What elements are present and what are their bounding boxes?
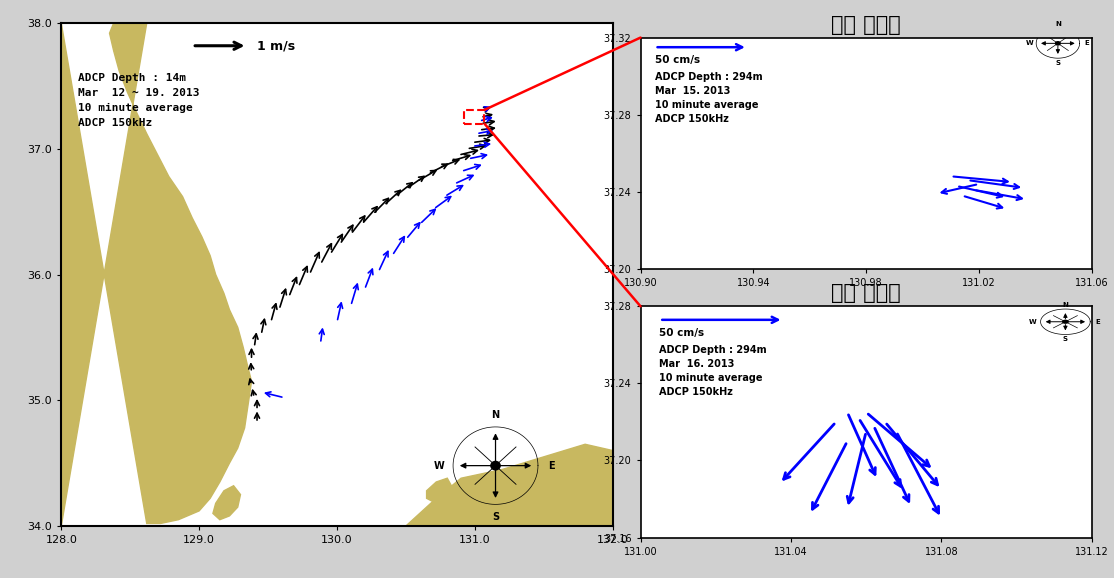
Text: W: W xyxy=(434,461,444,470)
Text: ADCP Depth : 294m
Mar  16. 2013
10 minute average
ADCP 150kHz: ADCP Depth : 294m Mar 16. 2013 10 minute… xyxy=(659,345,766,397)
Circle shape xyxy=(491,461,500,470)
Text: W: W xyxy=(1025,40,1033,46)
Text: E: E xyxy=(1096,318,1101,325)
Text: E: E xyxy=(1084,40,1088,46)
Text: E: E xyxy=(548,461,555,470)
Title: 심층 주입후: 심층 주입후 xyxy=(831,283,901,303)
Text: N: N xyxy=(1063,302,1068,308)
Text: N: N xyxy=(491,410,499,420)
Bar xyxy=(463,110,485,124)
Circle shape xyxy=(1063,320,1068,323)
Polygon shape xyxy=(405,444,613,526)
Title: 심층 주입전: 심층 주입전 xyxy=(831,14,901,35)
Text: 50 cm/s: 50 cm/s xyxy=(655,55,700,65)
Text: N: N xyxy=(1055,21,1061,27)
Polygon shape xyxy=(427,478,455,503)
Polygon shape xyxy=(213,486,241,520)
Text: 1 m/s: 1 m/s xyxy=(257,39,295,52)
Text: ADCP Depth : 294m
Mar  15. 2013
10 minute average
ADCP 150kHz: ADCP Depth : 294m Mar 15. 2013 10 minute… xyxy=(655,72,762,124)
Text: S: S xyxy=(1063,335,1068,342)
Circle shape xyxy=(1055,42,1061,45)
Text: W: W xyxy=(1029,318,1036,325)
Text: S: S xyxy=(492,512,499,522)
Text: ADCP Depth : 14m
Mar  12 ~ 19. 2013
10 minute average
ADCP 150kHz: ADCP Depth : 14m Mar 12 ~ 19. 2013 10 mi… xyxy=(78,73,199,128)
Polygon shape xyxy=(61,23,252,526)
Text: S: S xyxy=(1055,60,1061,66)
Text: 50 cm/s: 50 cm/s xyxy=(659,328,704,338)
